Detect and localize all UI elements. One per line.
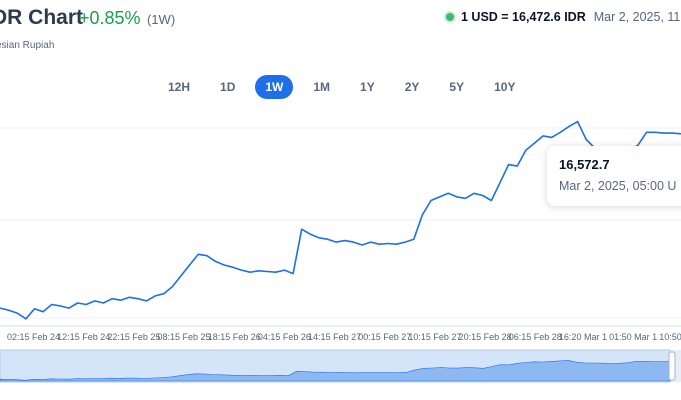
change-period: (1W) [147, 12, 176, 27]
tab-1y[interactable]: 1Y [360, 80, 375, 94]
price-tooltip: 16,572.7 Mar 2, 2025, 05:00 U [547, 146, 681, 206]
page-title: DR Chart [0, 6, 84, 29]
price-line-layer [0, 120, 681, 320]
currency-name: esian Rupiah [0, 40, 55, 51]
x-tick-label: 18:15 Feb 26 [208, 332, 261, 342]
live-dot-icon [446, 13, 454, 21]
price-line [0, 120, 681, 320]
x-tick-label: 12:15 Feb 24 [57, 332, 110, 342]
x-tick-label: 00:15 Feb 27 [358, 332, 411, 342]
x-tick-label: 20:15 Feb 28 [459, 332, 512, 342]
navigator-handle [668, 351, 676, 381]
tooltip-date: Mar 2, 2025, 05:00 U [559, 179, 677, 193]
rate-value: 1 USD = 16,472.6 IDR [461, 10, 586, 24]
x-tick-label: 14:15 Feb 27 [308, 332, 361, 342]
live-rate: 1 USD = 16,472.6 IDR Mar 2, 2025, 11: [446, 10, 681, 24]
range-navigator[interactable] [0, 349, 681, 383]
x-tick-label: 08:15 Feb 25 [158, 332, 211, 342]
x-tick-label: 02:15 Feb 24 [7, 332, 60, 342]
tab-1d[interactable]: 1D [220, 80, 236, 94]
tab-10y[interactable]: 10Y [494, 80, 516, 94]
range-tabs: 12H 1D 1W 1M 1Y 2Y 5Y 10Y [158, 75, 535, 99]
rate-date: Mar 2, 2025, 11: [593, 10, 681, 24]
x-tick-label: 16:20 Mar 1 [559, 332, 607, 342]
tab-12h[interactable]: 12H [168, 80, 191, 94]
tooltip-value: 16,572.7 [559, 157, 610, 172]
tab-5y[interactable]: 5Y [449, 80, 465, 94]
navigator-area [0, 360, 671, 382]
x-tick-label: 10:50 [659, 332, 681, 342]
tab-2y[interactable]: 2Y [404, 80, 420, 94]
x-tick-label: 10:15 Feb 27 [408, 332, 461, 342]
x-tick-label: 22:15 Feb 25 [107, 332, 160, 342]
x-tick-label: 04:15 Feb 26 [258, 332, 311, 342]
tab-1m[interactable]: 1M [313, 80, 331, 94]
tab-1w[interactable]: 1W [255, 75, 294, 99]
x-tick-label: 01:50 Mar 1 [609, 332, 657, 342]
x-tick-label: 06:15 Feb 28 [509, 332, 562, 342]
change-percent: +0.85% [79, 8, 141, 28]
